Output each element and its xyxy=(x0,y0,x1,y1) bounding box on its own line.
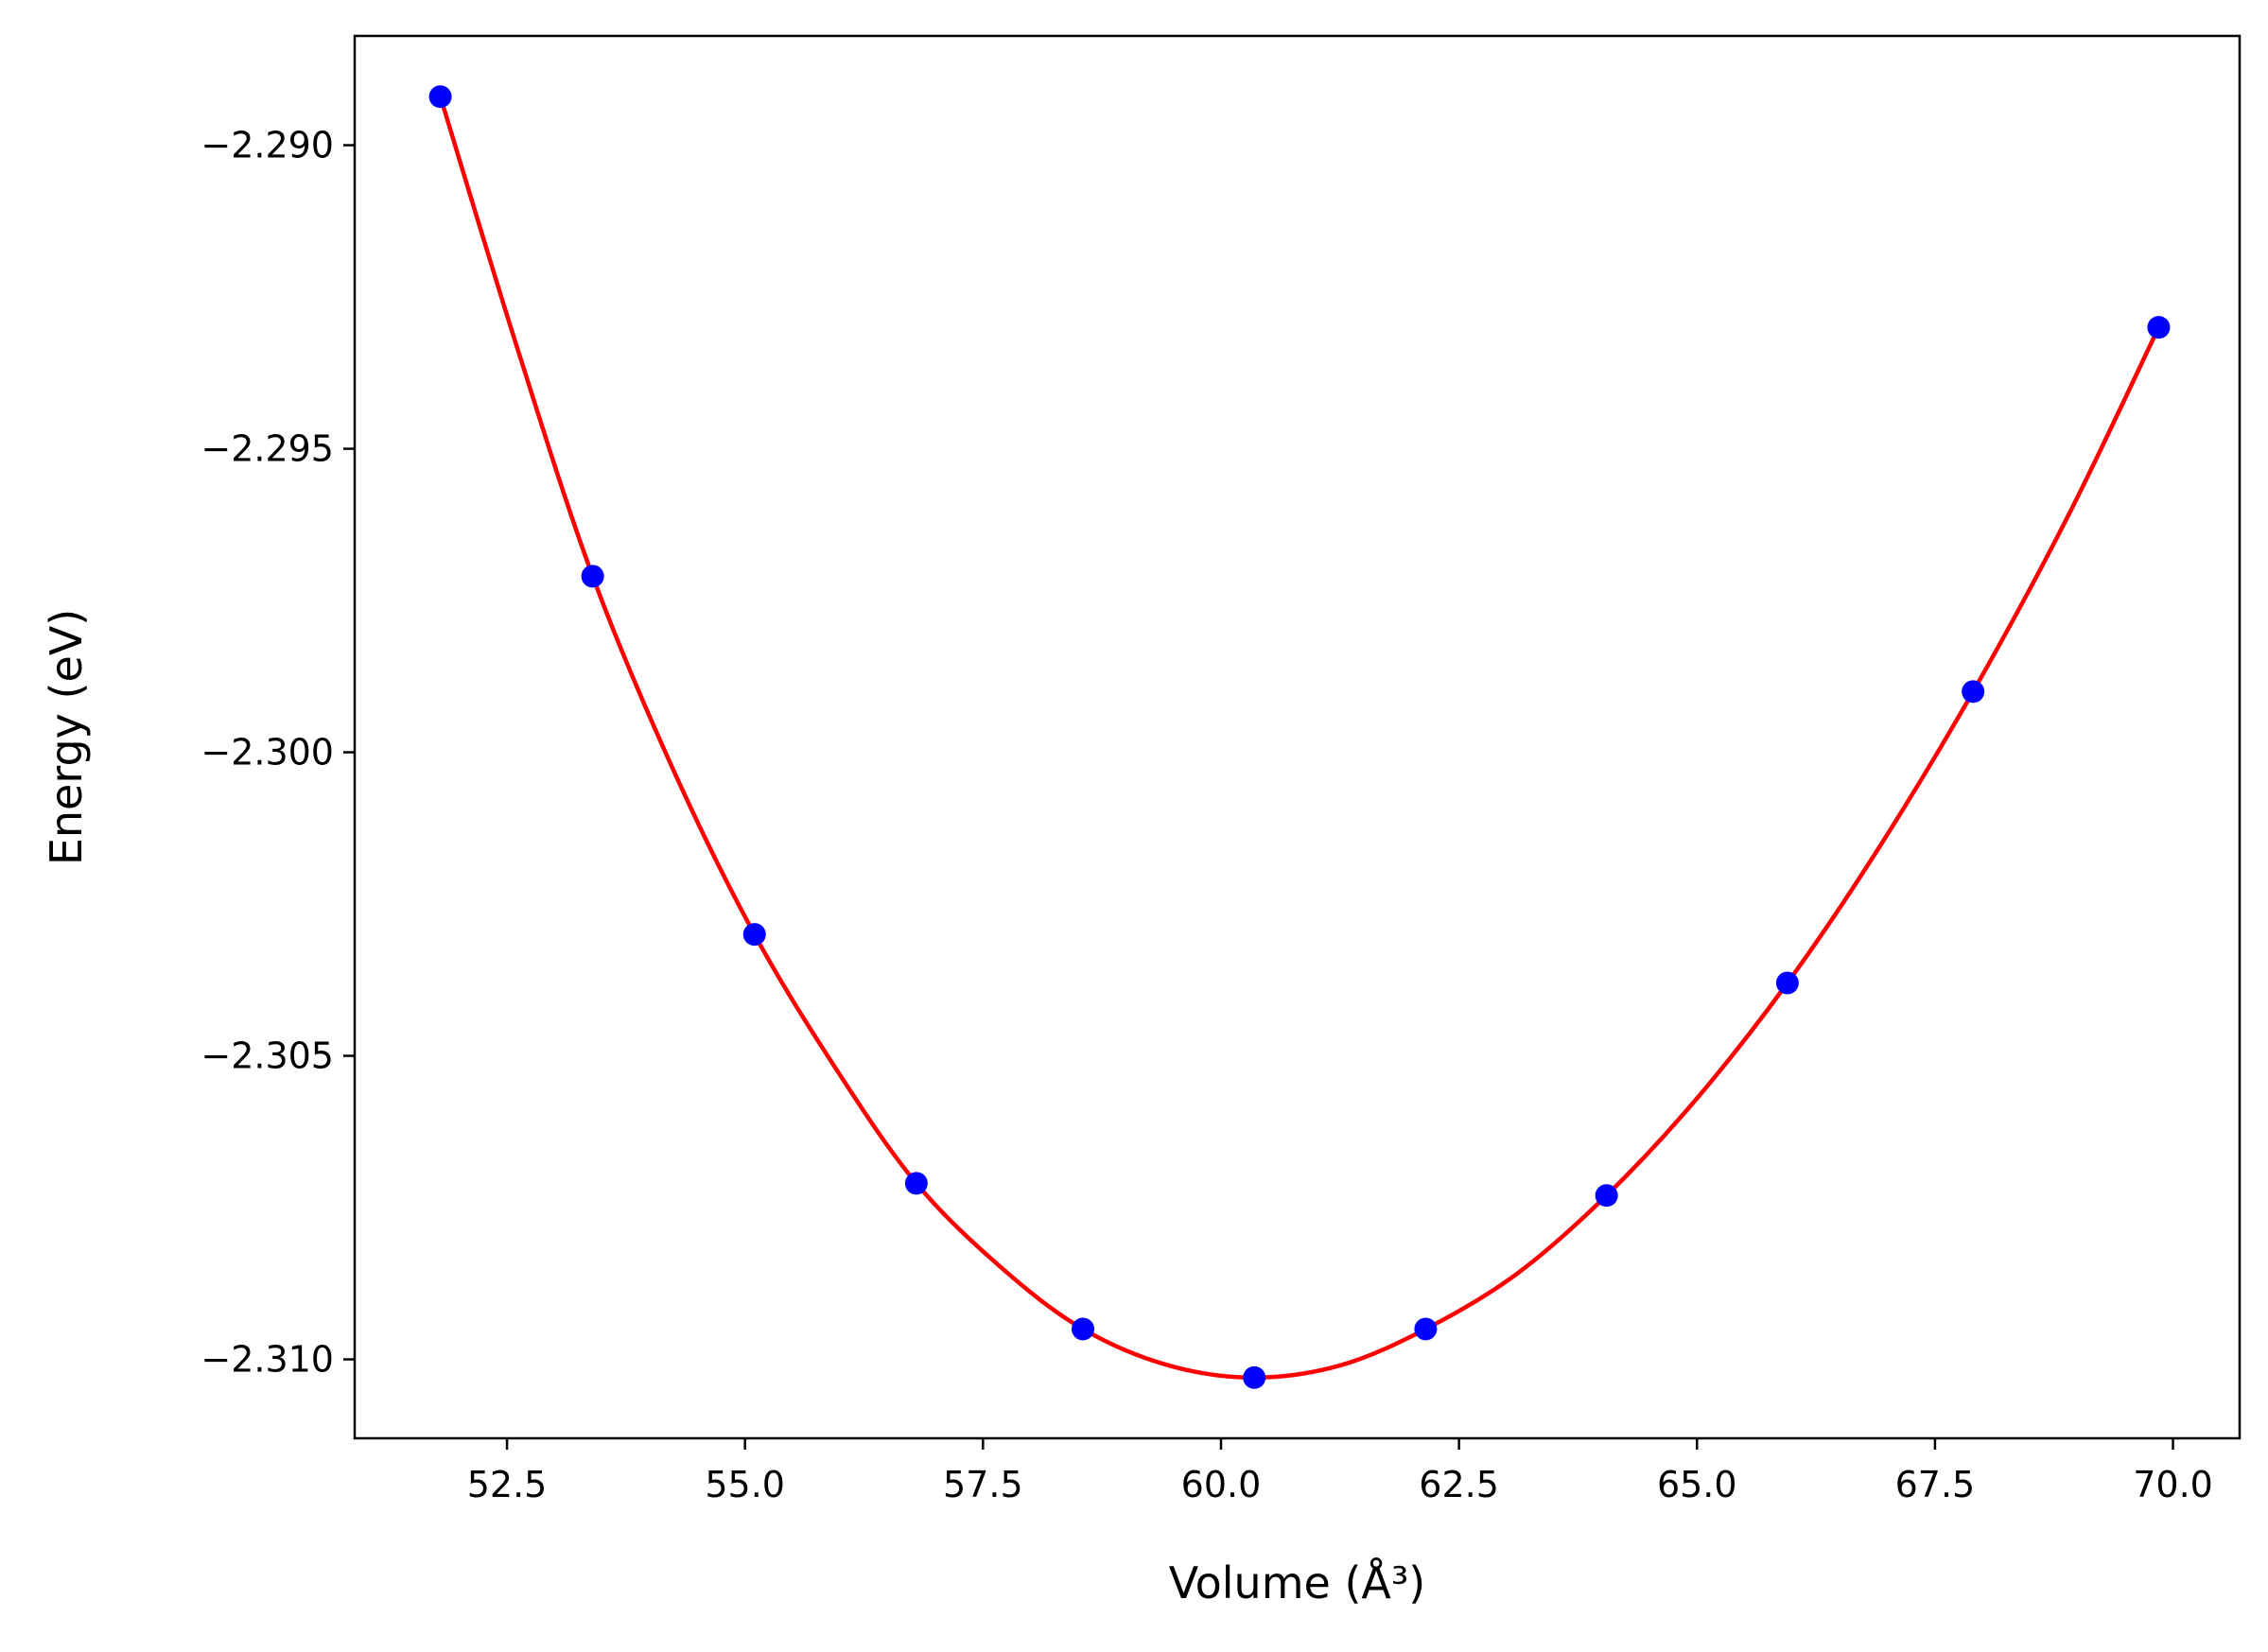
y-axis-label-unit: (eV) xyxy=(41,609,92,700)
data-point xyxy=(1072,1317,1095,1341)
data-point xyxy=(1775,971,1799,995)
y-axis-ticks: −2.290 −2.295 −2.300 −2.305 −2.310 xyxy=(201,125,355,1381)
x-axis-label-text: Volume xyxy=(1169,1557,1331,1609)
y-tick-label: −2.290 xyxy=(201,125,334,166)
data-point xyxy=(1962,680,1985,704)
y-axis-label: Energy (eV) xyxy=(41,609,92,865)
x-tick-label: 65.0 xyxy=(1657,1464,1737,1505)
x-axis-label: Volume (Å³) xyxy=(1169,1557,1426,1609)
x-tick-label: 52.5 xyxy=(467,1464,548,1505)
data-point xyxy=(1595,1184,1618,1208)
data-point xyxy=(2147,316,2171,339)
x-tick-label: 67.5 xyxy=(1895,1464,1976,1505)
data-point xyxy=(1243,1365,1266,1389)
y-tick-label: −2.305 xyxy=(201,1035,334,1077)
x-tick-label: 57.5 xyxy=(943,1464,1023,1505)
y-tick-label: −2.300 xyxy=(201,732,334,774)
data-point xyxy=(1414,1317,1438,1341)
x-axis-label-unit: (Å³) xyxy=(1344,1557,1425,1609)
data-point xyxy=(428,85,452,109)
y-axis-label-text: Energy xyxy=(41,713,92,865)
y-tick-label: −2.310 xyxy=(201,1339,334,1381)
fit-curve xyxy=(438,96,2161,1381)
x-axis-ticks: 52.5 55.0 57.5 60.0 62.5 65.0 67.5 70.0 xyxy=(467,1438,2213,1505)
x-tick-label: 55.0 xyxy=(705,1464,785,1505)
x-tick-label: 62.5 xyxy=(1419,1464,1499,1505)
data-point xyxy=(742,923,766,947)
data-point xyxy=(581,565,604,588)
y-tick-label: −2.295 xyxy=(201,428,334,470)
x-tick-label: 70.0 xyxy=(2133,1464,2213,1505)
x-tick-label: 60.0 xyxy=(1181,1464,1262,1505)
data-points xyxy=(428,85,2171,1389)
data-point xyxy=(904,1172,928,1195)
plot-frame xyxy=(353,34,2242,1440)
